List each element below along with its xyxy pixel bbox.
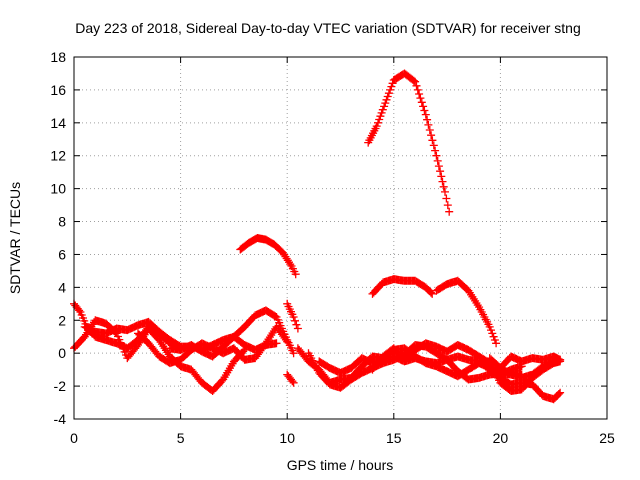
series-markers [364,69,454,216]
series-arc-n [485,352,565,372]
y-tick-label: 18 [50,49,66,65]
plot-frame [73,56,608,420]
y-tick-label: 2 [58,312,66,328]
x-tick-label: 15 [386,430,402,446]
x-tick-label: 20 [493,430,509,446]
y-tick-label: 8 [58,214,66,230]
series-markers [236,234,300,279]
series-markers [283,299,302,333]
y-tick-label: 16 [50,82,66,98]
x-axis-label: GPS time / hours [287,457,394,473]
x-tick-label: 25 [599,430,615,446]
series-markers [432,276,501,348]
y-tick-label: 12 [50,148,66,164]
y-tick-label: 4 [58,279,66,295]
series-arc-h [283,370,298,387]
y-axis-label: SDTVAR / TECUs [7,182,23,294]
series-markers [475,357,565,404]
y-tick-label: 14 [50,115,66,131]
series-arc-f [236,234,300,279]
x-tick-label: 5 [177,430,185,446]
series-arc-m [475,357,565,404]
series-arc-p [432,276,501,348]
series-markers [165,306,298,361]
chart-title: Day 223 of 2018, Sidereal Day-to-day VTE… [75,20,581,36]
series-arc-q [364,69,454,216]
y-tick-label: 0 [58,345,66,361]
x-tick-label: 0 [70,430,78,446]
y-tick-label: -4 [54,411,67,427]
series-arc-g [283,299,302,333]
y-tick-labels: -4 -2 0 2 4 6 8 10 12 14 16 18 [50,49,66,427]
series-arc-e [165,306,298,361]
y-tick-label: 10 [50,181,66,197]
series-markers [368,275,437,298]
data-points [70,69,565,404]
x-tick-labels: 0 5 10 15 20 25 [70,430,615,446]
y-tick-label: 6 [58,246,66,262]
x-tick-label: 10 [279,430,295,446]
series-arc-o [368,275,437,298]
y-tick-label: -2 [54,378,67,394]
series-markers [485,352,565,372]
series-markers [283,370,298,387]
